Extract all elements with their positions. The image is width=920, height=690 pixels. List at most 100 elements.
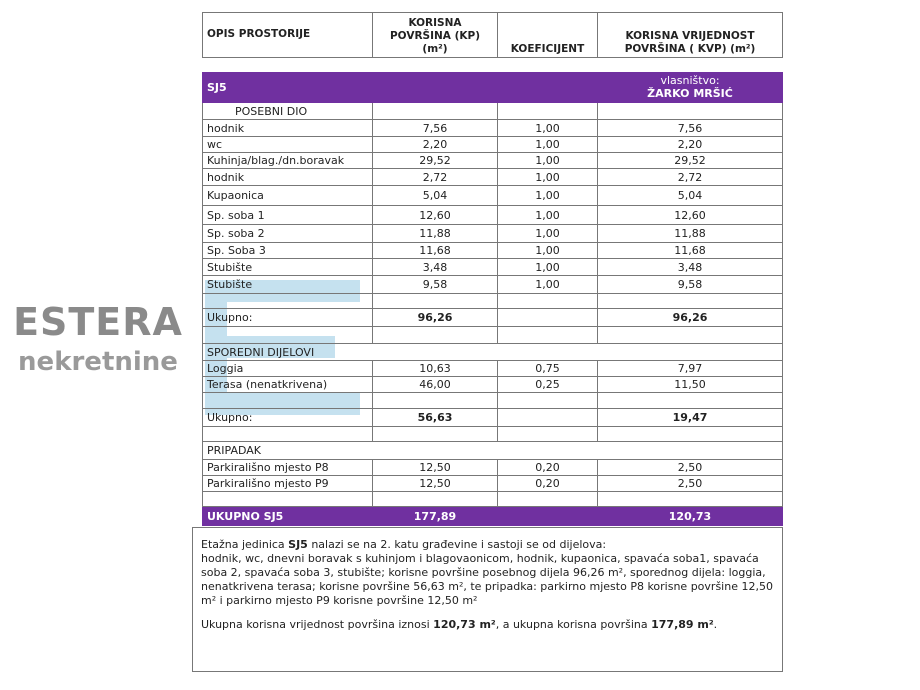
cell-area: 96,26 [372, 308, 498, 327]
cell-area [372, 102, 498, 120]
table-row: Sp. Soba 3 11,68 1,00 11,68 [202, 242, 783, 259]
cell-description: POSEBNI DIO [202, 102, 373, 120]
cell-area [372, 326, 498, 344]
cell-coefficient [497, 293, 598, 309]
note-intro: Etažna jedinica SJ5 nalazi se na 2. katu… [201, 538, 607, 551]
cell-description: SJ5 [202, 72, 373, 103]
table-row: Sp. soba 2 11,88 1,00 11,88 [202, 224, 783, 243]
cell-value-area: 3,48 [597, 258, 783, 276]
cell-area: 9,58 [372, 275, 498, 294]
table-row: Loggia 10,63 0,75 7,97 [202, 360, 783, 377]
cell-description: UKUPNO SJ5 [202, 506, 373, 526]
cell-description [202, 426, 373, 442]
cell-area: 12,60 [372, 205, 498, 225]
table-row: hodnik 2,72 1,00 2,72 [202, 168, 783, 186]
cell-area: 3,48 [372, 258, 498, 276]
header-description: OPIS PROSTORIJE [202, 12, 373, 58]
table-row: Parkirališno mjesto P8 12,50 0,20 2,50 [202, 459, 783, 476]
cell-coefficient: 1,00 [497, 275, 598, 294]
cell-description: Stubište [202, 275, 373, 294]
cell-coefficient: 1,00 [497, 119, 598, 137]
table-row: Stubište 3,48 1,00 3,48 [202, 258, 783, 276]
unit-header-row: SJ5 vlasništvo: ŽARKO MRŠIĆ [202, 72, 783, 103]
cell-coefficient [497, 72, 598, 103]
section-title: POSEBNI DIO [235, 104, 308, 118]
cell-coefficient: 0,20 [497, 459, 598, 476]
cell-description: Parkirališno mjesto P8 [202, 459, 373, 476]
grand-total-row: UKUPNO SJ5 177,89 120,73 [202, 506, 783, 526]
cell-coefficient: 0,20 [497, 475, 598, 492]
cell-description: Terasa (nenatkrivena) [202, 376, 373, 393]
cell-value-area [597, 102, 783, 120]
cell-value-area [597, 326, 783, 344]
cell-value-area: 120,73 [597, 506, 783, 526]
cell-area: 11,88 [372, 224, 498, 243]
cell-coefficient: 1,00 [497, 168, 598, 186]
cell-area: 11,68 [372, 242, 498, 259]
cell-description: Parkirališno mjesto P9 [202, 475, 373, 492]
table-row: Sp. soba 1 12,60 1,00 12,60 [202, 205, 783, 225]
cell-coefficient: 1,00 [497, 185, 598, 206]
table-row: Parkirališno mjesto P9 12,50 0,20 2,50 [202, 475, 783, 492]
cell-area [372, 426, 498, 442]
note-summary: Ukupna korisna vrijednost površina iznos… [201, 618, 718, 631]
table-row: Terasa (nenatkrivena) 46,00 0,25 11,50 [202, 376, 783, 393]
cell-description [202, 392, 373, 409]
cell-description [202, 293, 373, 309]
cell-value-area [597, 426, 783, 442]
cell-value-area: vlasništvo: ŽARKO MRŠIĆ [597, 72, 783, 103]
cell-area: 7,56 [372, 119, 498, 137]
blank-row [202, 392, 783, 409]
cell-value-area: 96,26 [597, 308, 783, 327]
table-row: Kupaonica 5,04 1,00 5,04 [202, 185, 783, 206]
cell-area: 12,50 [372, 475, 498, 492]
header-value-area: KORISNA VRIJEDNOST POVRŠINA ( KVP) (m²) [597, 12, 783, 58]
cell-description: Loggia [202, 360, 373, 377]
cell-area: 29,52 [372, 152, 498, 169]
cell-area [372, 392, 498, 409]
table-row: Stubište 9,58 1,00 9,58 [202, 275, 783, 294]
section-row: POSEBNI DIO [202, 102, 783, 120]
cell-area [372, 343, 498, 361]
header-table: OPIS PROSTORIJE KORISNA POVRŠINA (KP) (m… [202, 12, 783, 58]
cell-area: 2,72 [372, 168, 498, 186]
section-row: SPOREDNI DIJELOVI [202, 343, 783, 361]
cell-coefficient [497, 102, 598, 120]
cell-value-area: 7,97 [597, 360, 783, 377]
cell-coefficient [497, 426, 598, 442]
cell-area [372, 491, 498, 507]
cell-value-area: 2,20 [597, 136, 783, 153]
cell-coefficient: 1,00 [497, 224, 598, 243]
table-row: hodnik 7,56 1,00 7,56 [202, 119, 783, 137]
cell-coefficient [497, 392, 598, 409]
cell-area: 46,00 [372, 376, 498, 393]
header-coefficient: KOEFICIJENT [497, 12, 598, 58]
cell-description: wc [202, 136, 373, 153]
blank-row [202, 293, 783, 309]
cell-coefficient: 1,00 [497, 205, 598, 225]
cell-value-area: 2,50 [597, 475, 783, 492]
cell-coefficient [497, 506, 598, 526]
cell-value-area [597, 392, 783, 409]
cell-description: Sp. Soba 3 [202, 242, 373, 259]
cell-description: PRIPADAK [202, 441, 373, 460]
cell-description: Stubište [202, 258, 373, 276]
cell-description: Sp. soba 1 [202, 205, 373, 225]
cell-value-area [597, 293, 783, 309]
cell-area: 2,20 [372, 136, 498, 153]
table-row: Kuhinja/blag./dn.boravak 29,52 1,00 29,52 [202, 152, 783, 169]
cell-coefficient [497, 441, 598, 460]
cell-description [202, 491, 373, 507]
cell-coefficient [497, 308, 598, 327]
note-details: hodnik, wc, dnevni boravak s kuhinjom i … [201, 552, 773, 607]
cell-coefficient: 1,00 [497, 258, 598, 276]
cell-coefficient [497, 408, 598, 427]
cell-coefficient: 0,25 [497, 376, 598, 393]
cell-coefficient [497, 343, 598, 361]
area-table: SJ5 vlasništvo: ŽARKO MRŠIĆ POSEBNI DIO hodn… [202, 72, 783, 526]
cell-value-area: 9,58 [597, 275, 783, 294]
cell-value-area: 5,04 [597, 185, 783, 206]
cell-value-area: 11,88 [597, 224, 783, 243]
watermark-subtitle: nekretnine [18, 347, 178, 377]
cell-description: Ukupno: [202, 308, 373, 327]
